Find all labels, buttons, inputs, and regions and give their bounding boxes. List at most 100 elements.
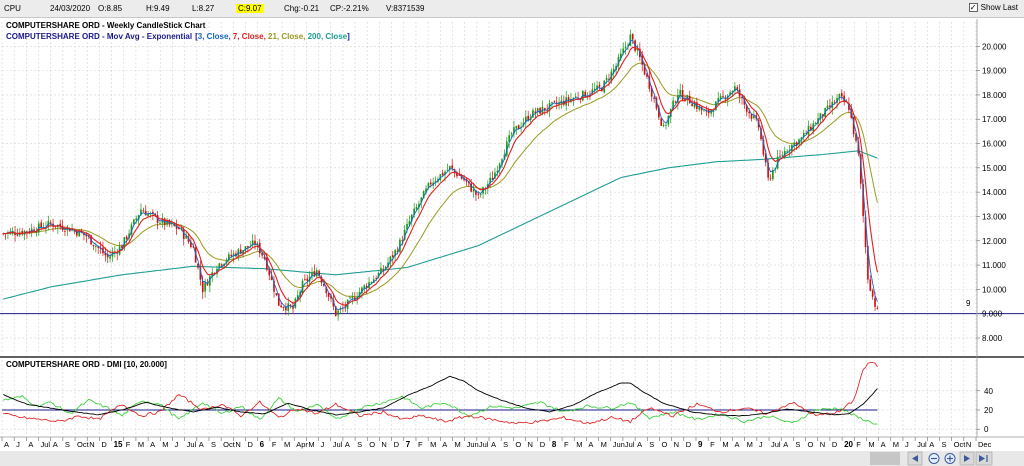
candle-body — [786, 151, 788, 153]
candle-body — [408, 221, 411, 225]
candle-body — [874, 297, 876, 307]
candle-body — [391, 255, 394, 258]
candle-body — [320, 276, 323, 283]
candle-body — [21, 231, 24, 235]
candle-body — [330, 295, 332, 299]
candle-body — [553, 101, 556, 103]
candle-body — [719, 96, 722, 100]
zoom-out-icon[interactable] — [928, 453, 940, 464]
y-tick-label: 16.000 — [982, 140, 1007, 149]
x-tick-label: M — [747, 440, 753, 449]
candle-body — [479, 194, 482, 195]
candle-body — [570, 98, 572, 102]
candle-body — [76, 231, 78, 236]
candle-body — [263, 256, 266, 259]
candle-body — [810, 126, 812, 131]
candle-body — [805, 133, 807, 134]
candle-body — [593, 89, 596, 91]
y-tick-label: 18.000 — [982, 91, 1007, 100]
candle-body — [125, 236, 128, 240]
x-tick-label: Oct — [223, 440, 236, 449]
scrollbar[interactable] — [0, 451, 1024, 466]
candle-body — [16, 235, 19, 236]
candle-body — [204, 282, 206, 292]
candle-body — [646, 73, 648, 77]
candle-body — [536, 108, 539, 113]
price-chart-title: COMPUTERSHARE ORD - Weekly CandleStick C… — [6, 21, 206, 30]
candle-body — [551, 102, 553, 104]
candle-body — [313, 271, 316, 277]
candle-body — [64, 230, 66, 232]
scroll-end-icon[interactable] — [975, 451, 993, 466]
candle-body — [762, 139, 765, 155]
scroll-left-icon[interactable] — [907, 451, 923, 466]
candle-body — [658, 107, 660, 118]
hline-label: 9 — [966, 299, 971, 308]
x-tick-label: D — [832, 440, 838, 449]
candle-body — [650, 87, 653, 97]
candle-body — [603, 80, 606, 93]
candle-body — [800, 137, 803, 141]
scrollbar-track[interactable] — [0, 451, 1024, 466]
candle-body — [612, 68, 615, 73]
candle-body — [334, 306, 337, 316]
candle-body — [624, 46, 627, 49]
x-tick-label: Jul — [479, 440, 489, 449]
candle-body — [418, 203, 420, 208]
candle-body — [97, 246, 100, 248]
candle-body — [349, 297, 351, 299]
candle-body — [781, 155, 784, 157]
candle-body — [655, 97, 658, 109]
y-tick-label: 14.000 — [982, 188, 1007, 197]
x-tick-label: N — [89, 440, 94, 449]
candle-body — [617, 56, 620, 66]
candle-body — [869, 279, 872, 291]
candle-body — [472, 189, 475, 192]
dmi-lines-layer — [2, 361, 878, 425]
candle-body — [501, 159, 503, 165]
x-tick-label: D — [101, 440, 107, 449]
x-tick-label: M — [430, 440, 436, 449]
candle-body — [211, 272, 214, 278]
candle-body — [415, 206, 418, 210]
candle-body — [161, 218, 164, 223]
candle-body — [622, 48, 625, 54]
candle-body — [152, 211, 154, 214]
candle-body — [220, 264, 223, 266]
candle-body — [753, 115, 755, 119]
zoom-in-icon[interactable] — [944, 453, 956, 464]
checkbox-checked-icon[interactable]: ✓ — [968, 3, 978, 12]
x-tick-label: D — [686, 440, 692, 449]
x-tick-label: Jul — [41, 440, 51, 449]
candle-body — [857, 141, 860, 154]
candle-body — [277, 293, 280, 306]
candle-body — [543, 107, 546, 111]
candle-body — [717, 98, 720, 103]
candle-body — [681, 90, 684, 100]
symbol-label: CPU — [4, 4, 21, 13]
x-tick-label: S — [503, 440, 508, 449]
candle-body — [268, 268, 271, 276]
adx-line — [2, 375, 878, 417]
candle-body — [429, 182, 432, 185]
candle-body — [451, 165, 454, 169]
x-tick-label: S — [649, 440, 654, 449]
candle-body — [793, 142, 796, 147]
candle-body — [712, 111, 715, 113]
candle-body — [764, 153, 767, 163]
show-last-toggle[interactable]: ✓ Show Last — [968, 3, 1018, 12]
x-tick-label: Jul — [187, 440, 197, 449]
ema3-line — [3, 39, 878, 310]
candle-body — [318, 270, 320, 276]
scrollbar-thumb[interactable] — [870, 452, 900, 465]
candle-body — [301, 280, 304, 293]
candle-body — [363, 285, 366, 289]
scroll-right-icon[interactable] — [959, 451, 975, 466]
ema7-layer — [3, 46, 878, 306]
candle-body — [351, 296, 354, 299]
candle-body — [748, 111, 750, 114]
x-tick-label: F — [272, 440, 277, 449]
candle-body — [819, 113, 822, 120]
candle-body — [406, 223, 408, 230]
ema7-line — [3, 46, 878, 306]
